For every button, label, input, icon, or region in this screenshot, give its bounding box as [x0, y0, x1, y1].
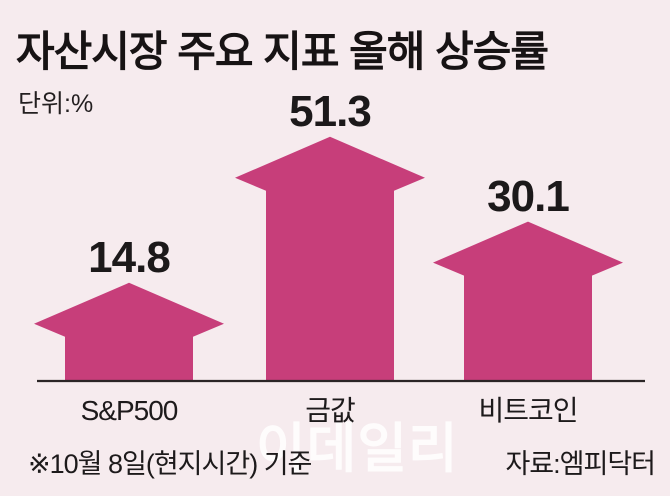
source-credit: 자료:엠피닥터 — [505, 449, 656, 479]
category-label: S&P500 — [80, 395, 179, 426]
unit-label: 단위:% — [18, 90, 94, 118]
chart-title: 자산시장 주요 지표 올해 상승률 — [16, 28, 549, 75]
arrow-bar-비트코인 — [433, 221, 623, 380]
arrow-bar-S&P500 — [34, 282, 224, 380]
category-label: 비트코인 — [478, 395, 578, 426]
value-label: 30.1 — [487, 171, 570, 221]
arrow-bar-금값 — [235, 136, 425, 380]
category-label: 금값 — [305, 395, 356, 426]
value-label: 14.8 — [88, 232, 171, 282]
value-label: 51.3 — [289, 86, 372, 136]
date-footnote: ※10월 8일(현지시간) 기준 — [28, 449, 312, 479]
publisher-watermark: 이데일리 — [256, 419, 459, 479]
